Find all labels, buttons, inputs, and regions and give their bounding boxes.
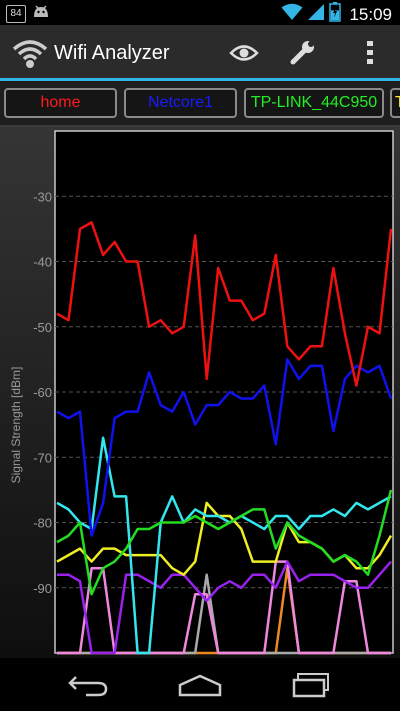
- network-tabs: home Netcore1 TP-LINK_44C950 T: [0, 81, 400, 127]
- y-tick-label: -80: [33, 516, 52, 531]
- series-line-unnamed: [57, 560, 392, 655]
- app-title: Wifi Analyzer: [54, 42, 170, 64]
- tab-network-home[interactable]: home: [4, 88, 117, 118]
- notification-count-badge: 84: [6, 4, 26, 23]
- wrench-icon[interactable]: [284, 35, 320, 71]
- tab-label: T: [395, 94, 400, 112]
- tab-network-tp-link[interactable]: TP-LINK_44C950: [244, 88, 384, 118]
- signal-chart-area: -30 -40 -50 -60 -70 -80 -90 Signal Strength [d…: [0, 127, 400, 658]
- y-axis-label: Signal Strength [dBm]: [9, 367, 23, 484]
- y-tick-label: -50: [33, 320, 52, 335]
- y-tick-label: -90: [33, 581, 52, 596]
- series-line-home: [56, 221, 393, 387]
- y-tick-label: -40: [33, 255, 52, 270]
- wifi-app-icon[interactable]: [10, 33, 50, 78]
- signal-strength-chart: -30 -40 -50 -60 -70 -80 -90 Signal Strength [d…: [9, 130, 394, 655]
- tab-network-partial[interactable]: T: [390, 88, 400, 118]
- wifi-signal-icon: [281, 3, 303, 26]
- y-tick-label: -70: [33, 450, 52, 465]
- recent-apps-icon[interactable]: [282, 666, 342, 704]
- eye-icon[interactable]: [226, 35, 262, 71]
- y-tick-label: -30: [33, 189, 52, 204]
- home-icon[interactable]: [170, 666, 230, 704]
- android-robot-icon: [32, 4, 50, 23]
- series-line-unnamed: [57, 560, 391, 655]
- tab-label: Netcore1: [148, 94, 213, 111]
- action-bar: Wifi Analyzer: [0, 25, 400, 81]
- back-icon[interactable]: [58, 666, 118, 704]
- navigation-bar: [0, 658, 400, 711]
- series-line-unnamed: [56, 436, 392, 655]
- y-tick-label: -60: [33, 385, 52, 400]
- tab-label: home: [40, 94, 81, 111]
- battery-icon: [329, 2, 342, 27]
- series-line-tp-link-44c950: [56, 489, 393, 596]
- series-line-netcore1: [56, 358, 393, 537]
- tab-label: TP-LINK_44C950: [250, 94, 378, 111]
- status-clock: 15:09: [349, 4, 392, 24]
- tab-network-netcore1[interactable]: Netcore1: [124, 88, 237, 118]
- status-bar: 84 15:09: [0, 0, 400, 25]
- cell-signal-icon: [307, 3, 325, 26]
- overflow-menu-icon[interactable]: [352, 35, 388, 71]
